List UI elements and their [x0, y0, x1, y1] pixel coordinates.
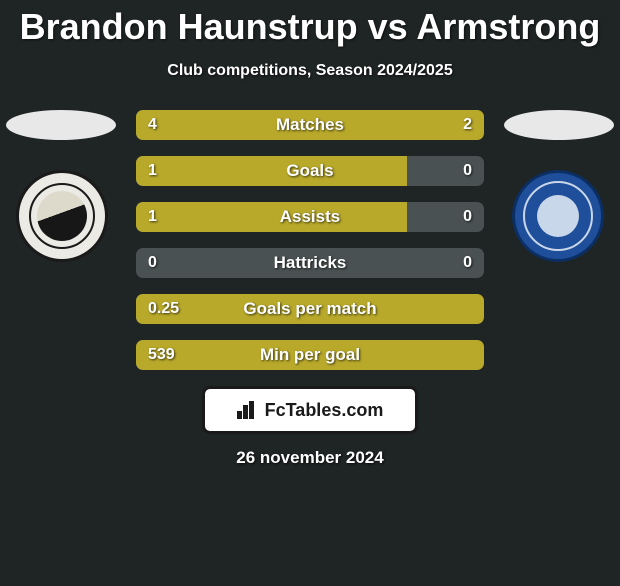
bar-fill-left: [136, 110, 369, 140]
stat-row: 0.25Goals per match: [136, 294, 484, 324]
fctables-label: FcTables.com: [265, 400, 384, 421]
stat-bars: 42Matches10Goals10Assists00Hattricks0.25…: [136, 110, 484, 370]
bar-fill-left: [136, 156, 407, 186]
comparison-panel: 42Matches10Goals10Assists00Hattricks0.25…: [0, 110, 620, 370]
stat-value-left: 0: [148, 248, 157, 278]
player-photo-right-placeholder: [504, 110, 614, 140]
date-label: 26 november 2024: [0, 448, 620, 468]
stat-value-left: 539: [148, 340, 175, 370]
subtitle: Club competitions, Season 2024/2025: [0, 62, 620, 80]
stat-row: 0 0Hattricks: [136, 248, 484, 278]
stat-row: 10Assists: [136, 202, 484, 232]
stat-value-left: 4: [148, 110, 157, 140]
fctables-badge: FcTables.com: [202, 386, 418, 434]
club-badge-left: [16, 170, 108, 262]
page-title: Brandon Haunstrup vs Armstrong: [0, 6, 620, 48]
stat-value-right: 0: [463, 156, 472, 186]
club-badge-right: [512, 170, 604, 262]
bar-fill-full: [136, 340, 484, 370]
bar-fill-full: [136, 294, 484, 324]
player-photo-left-placeholder: [6, 110, 116, 140]
stat-value-right: 2: [463, 110, 472, 140]
stat-value-right: 0: [463, 202, 472, 232]
stat-value-left: 1: [148, 202, 157, 232]
stat-value-right: 0: [463, 248, 472, 278]
stat-value-left: 0.25: [148, 294, 179, 324]
stat-label: Hattricks: [136, 248, 484, 278]
stat-row: 10Goals: [136, 156, 484, 186]
stat-row: 42Matches: [136, 110, 484, 140]
stat-row: 539Min per goal: [136, 340, 484, 370]
bar-fill-left: [136, 202, 407, 232]
bar-chart-icon: [237, 401, 259, 419]
stat-value-left: 1: [148, 156, 157, 186]
